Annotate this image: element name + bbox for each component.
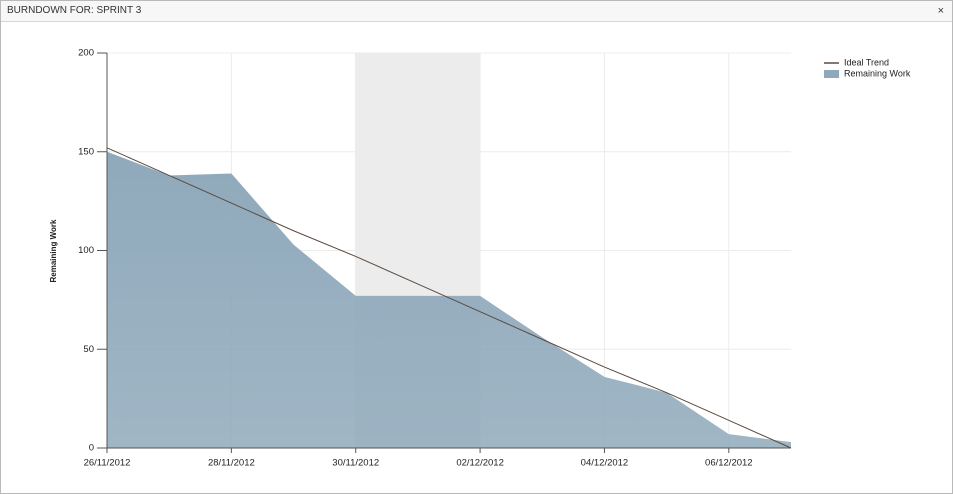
y-tick-label: 150 bbox=[78, 146, 94, 157]
ideal-line bbox=[106, 147, 792, 449]
legend-label: Ideal Trend bbox=[844, 57, 889, 67]
y-tick-label: 0 bbox=[89, 443, 94, 454]
close-button[interactable]: × bbox=[937, 5, 944, 17]
legend-swatch bbox=[824, 70, 839, 78]
y-tick-label: 100 bbox=[78, 245, 94, 256]
x-tick-label: 30/11/2012 bbox=[332, 458, 379, 469]
x-tick-label: 02/12/2012 bbox=[456, 458, 504, 469]
x-tick-label: 28/11/2012 bbox=[208, 458, 255, 469]
window-title: BURNDOWN FOR: SPRINT 3 bbox=[7, 5, 142, 16]
title-bar: BURNDOWN FOR: SPRINT 3 bbox=[1, 1, 952, 22]
legend-label: Remaining Work bbox=[844, 68, 911, 78]
x-tick-label: 26/11/2012 bbox=[84, 458, 131, 469]
chart: Remaining Work 0 50 100 150 200 26/11/2012 28/… bbox=[49, 48, 911, 469]
remaining-area bbox=[107, 151, 791, 448]
y-axis-label: Remaining Work bbox=[49, 219, 58, 283]
y-tick-label: 50 bbox=[83, 344, 94, 355]
x-tick-label: 06/12/2012 bbox=[705, 458, 753, 469]
y-tick-label: 200 bbox=[78, 48, 94, 59]
x-tick-label: 04/12/2012 bbox=[581, 458, 629, 469]
